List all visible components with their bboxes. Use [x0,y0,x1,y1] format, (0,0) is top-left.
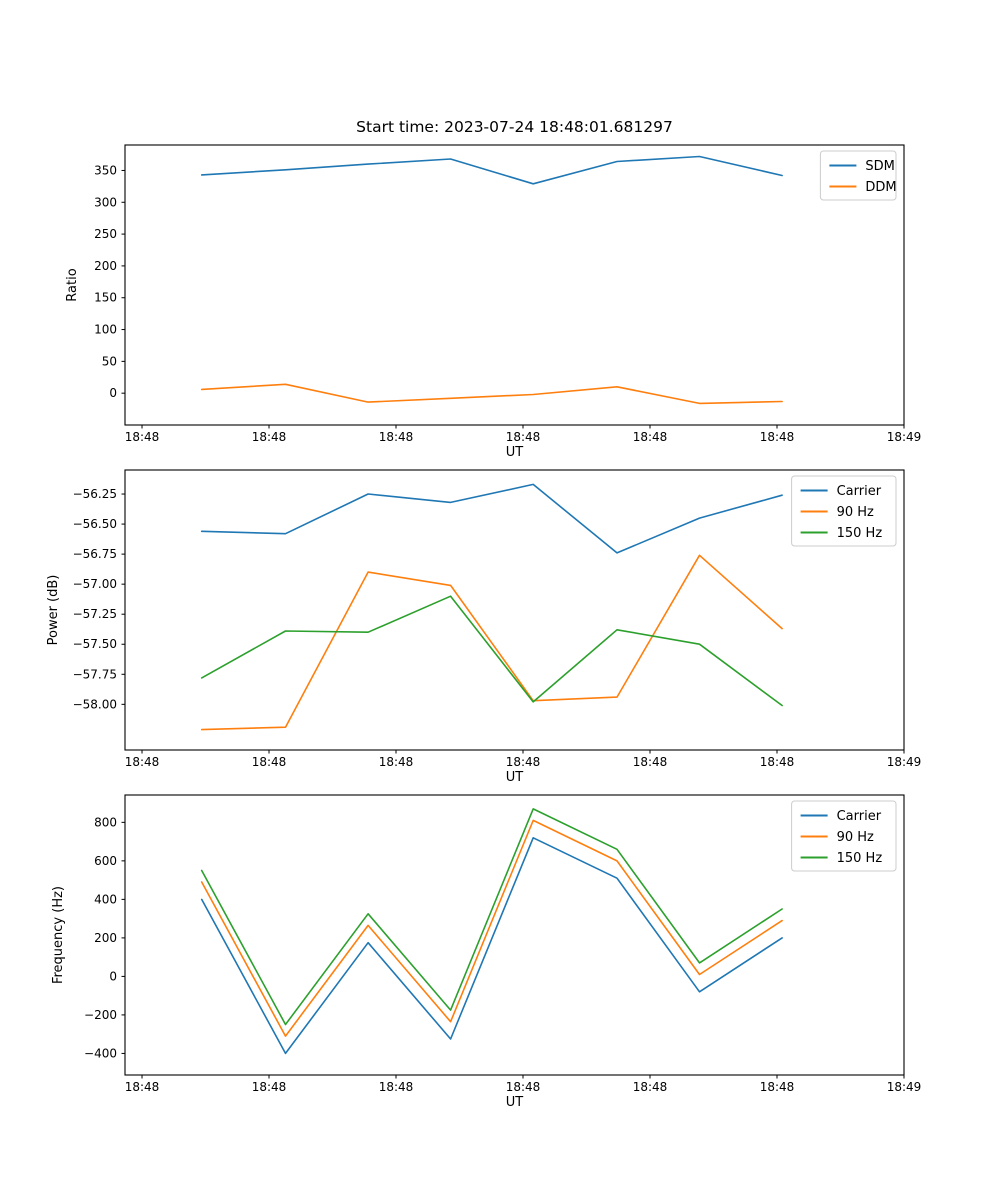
legend-label: Carrier [837,484,882,499]
x-tick-label: 18:48 [506,430,541,444]
y-tick-label: 800 [94,815,117,829]
y-tick-label: −57.00 [73,577,117,591]
y-axis: −400 −200 0 200 400 600 800 Frequency (Hz) [51,815,125,1060]
x-tick-label: 18:48 [633,755,668,769]
y-tick-label: 150 [94,291,117,305]
y-tick-label: 250 [94,227,117,241]
series-line-90-hz [200,554,783,731]
legend: Carrier 90 Hz 150 Hz [791,475,897,547]
y-axis-label: Power (dB) [46,575,61,646]
legend-label: 150 Hz [837,851,883,866]
legend-label: 90 Hz [837,505,874,520]
x-tick-label: 18:48 [633,1080,668,1094]
series-line-sdm [200,155,783,185]
y-tick-label: −200 [84,1008,117,1022]
x-axis-label: UT [506,1095,524,1110]
x-tick-label: 18:48 [379,1080,414,1094]
series-line-90-hz [200,819,783,1037]
legend: SDM DDM [819,150,897,201]
y-tick-label: −57.25 [73,607,117,621]
y-tick-label: 400 [94,892,117,906]
legend-label: SDM [865,159,894,174]
x-tick-label: 18:49 [887,755,922,769]
y-tick-label: −56.50 [73,517,117,531]
x-tick-label: 18:48 [760,1080,795,1094]
x-tick-label: 18:48 [125,1080,160,1094]
y-tick-label: 0 [109,386,117,400]
x-tick-label: 18:48 [252,430,287,444]
series-line-carrier [200,836,783,1055]
x-tick-label: 18:48 [506,755,541,769]
y-tick-label: 200 [94,931,117,945]
y-tick-label: 600 [94,854,117,868]
x-tick-label: 18:48 [760,430,795,444]
plot-border [124,469,905,751]
series-line-carrier [200,483,783,554]
plot-border [124,144,905,426]
y-tick-label: −400 [84,1046,117,1060]
y-tick-label: 50 [102,354,117,368]
y-tick-label: 0 [109,969,117,983]
x-tick-label: 18:48 [633,430,668,444]
x-tick-label: 18:48 [379,755,414,769]
legend: Carrier 90 Hz 150 Hz [791,800,897,872]
series-line-ddm [200,383,783,405]
y-tick-label: −58.00 [73,697,117,711]
y-tick-label: 350 [94,163,117,177]
plot-border [124,794,905,1076]
y-tick-label: 200 [94,259,117,273]
x-tick-label: 18:48 [252,755,287,769]
legend-box [819,150,897,201]
x-tick-label: 18:48 [125,430,160,444]
x-tick-label: 18:48 [379,430,414,444]
legend-label: 150 Hz [837,526,883,541]
y-tick-label: −57.50 [73,637,117,651]
subplot-ratio: 18:48 18:48 18:48 18:48 18:48 18:48 18:49 UT 0 50… [65,144,922,460]
x-tick-label: 18:48 [125,755,160,769]
x-tick-label: 18:49 [887,430,922,444]
series-line-150-hz [200,595,783,707]
y-axis-label: Ratio [65,268,80,301]
y-axis: −58.00 −57.75 −57.50 −57.25 −57.00 −56.75 −56.… [46,487,125,711]
y-tick-label: −57.75 [73,667,117,681]
x-tick-label: 18:48 [252,1080,287,1094]
y-tick-label: −56.75 [73,547,117,561]
x-axis-label: UT [506,770,524,785]
series-line-150-hz [200,808,783,1026]
x-axis: 18:48 18:48 18:48 18:48 18:48 18:48 18:49 UT [125,425,922,460]
subplot-power: 18:48 18:48 18:48 18:48 18:48 18:48 18:49 UT −58… [46,469,922,785]
legend-label: DDM [865,180,896,195]
y-tick-label: 100 [94,323,117,337]
x-axis-label: UT [506,445,524,460]
x-tick-label: 18:49 [887,1080,922,1094]
legend-label: Carrier [837,809,882,824]
x-axis: 18:48 18:48 18:48 18:48 18:48 18:48 18:49 UT [125,1075,922,1110]
figure-title: Start time: 2023-07-24 18:48:01.681297 [356,118,673,136]
legend-box [791,800,897,872]
x-tick-label: 18:48 [760,755,795,769]
y-axis: 0 50 100 150 200 250 300 350 Ratio [65,163,125,400]
legend-label: 90 Hz [837,830,874,845]
subplot-frequency: 18:48 18:48 18:48 18:48 18:48 18:48 18:49 UT −40… [51,794,922,1110]
y-axis-label: Frequency (Hz) [51,886,66,984]
y-tick-label: 300 [94,195,117,209]
x-tick-label: 18:48 [506,1080,541,1094]
y-tick-label: −56.25 [73,487,117,501]
x-axis: 18:48 18:48 18:48 18:48 18:48 18:48 18:49 UT [125,750,922,785]
legend-box [791,475,897,547]
